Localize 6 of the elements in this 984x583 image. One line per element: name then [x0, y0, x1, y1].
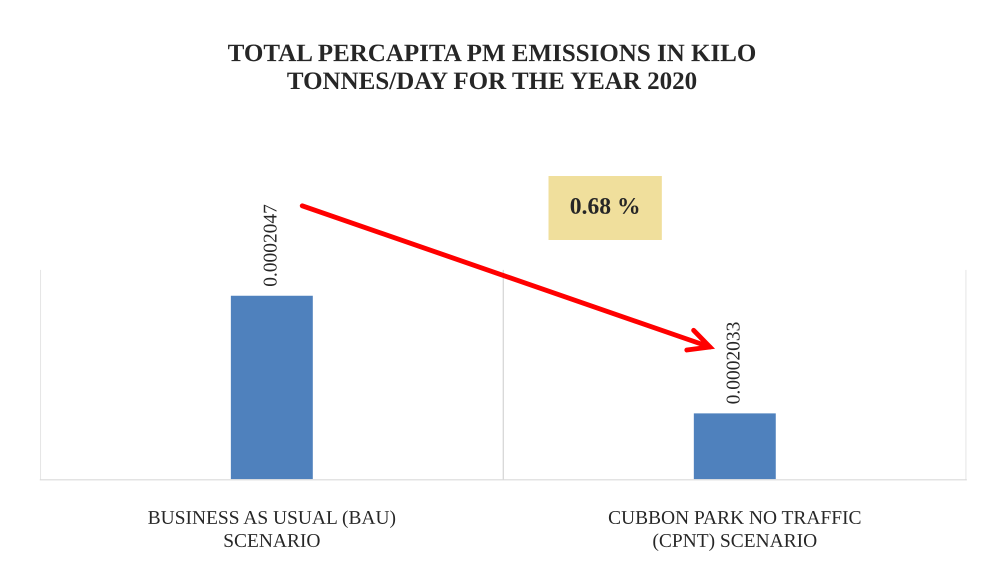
x-tick-label: BUSINESS AS USUAL (BAU) SCENARIO: [148, 510, 396, 548]
data-label: 0.0002047: [264, 204, 277, 286]
chart-title: TOTAL PERCAPITA PM EMISSIONS IN KILO TONNES/DAY FOR THE YEAR 2020: [228, 44, 756, 90]
data-label: 0.0002033: [726, 322, 740, 404]
text: 0.68 %: [570, 198, 638, 214]
x-tick-label: CUBBON PARK NO TRAFFIC (CPNT) SCENARIO: [608, 510, 860, 552]
